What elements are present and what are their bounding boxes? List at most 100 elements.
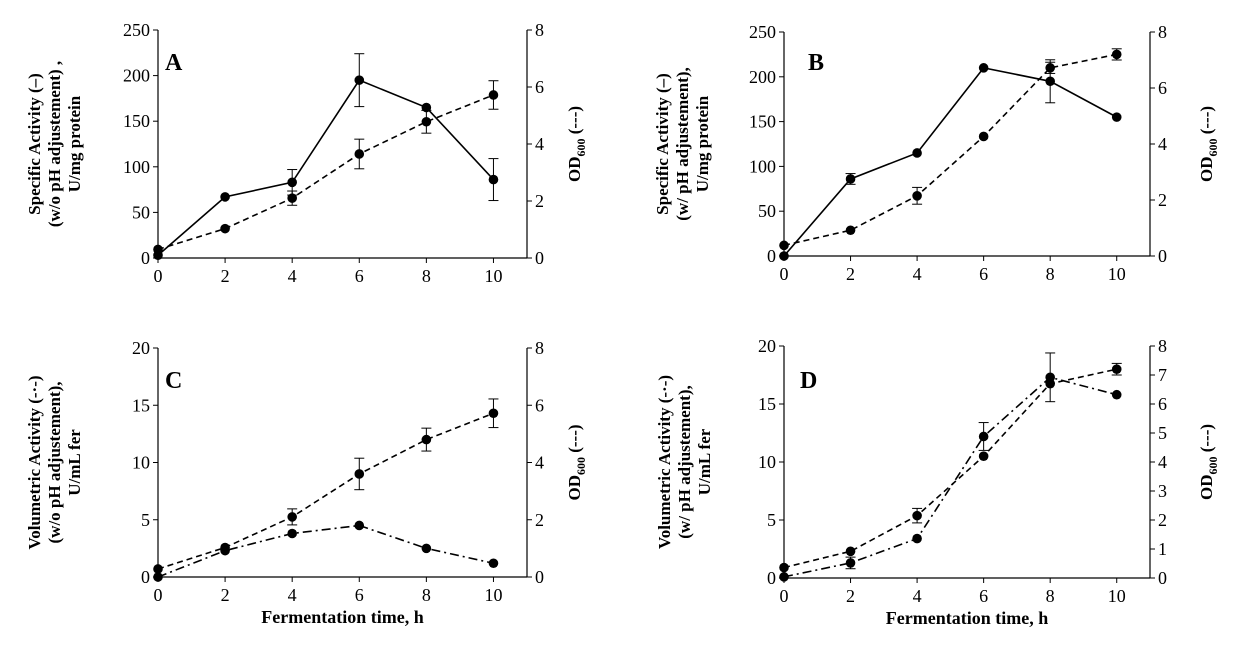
panel-c-y2tick-label: 6: [535, 395, 544, 415]
panel-d-ylabel-line: Volumetric Activity (-·-): [655, 375, 674, 549]
panel-b-y2label-sub: 600: [1206, 139, 1220, 157]
panel-b: 0 50 100 150 200 250 0 2 4 6 8 0 2 4 6 8 10 B Specific Act…: [653, 22, 1220, 284]
panel-b-y2label: OD600 (---): [1197, 106, 1220, 182]
panel-d-series-1-point: [1045, 378, 1055, 389]
panel-c-y2label-main: OD: [565, 475, 584, 501]
panel-a-series-0-point: [287, 177, 297, 188]
panel-b-xtick-label: 0: [780, 264, 789, 284]
panel-b-series-1-point: [978, 131, 989, 142]
panel-b-y2label-suffix: (---): [1197, 106, 1216, 139]
panel-a-ylabel-line: Specific Activity (–): [25, 73, 44, 215]
panel-b-ytick-label: 200: [749, 67, 776, 87]
panel-b-ytick-label: 150: [749, 112, 776, 132]
panel-c-y2tick-label: 8: [535, 338, 544, 358]
panel-b-xtick-label: 10: [1108, 264, 1126, 284]
panel-b-series-0: [779, 59, 1122, 261]
panel-a-y2tick-label: 4: [535, 134, 544, 154]
panel-c: 0 5 10 15 20 0 2 4 6 8 0 2 4 6 8 10 C Volumetric Activity…: [25, 338, 588, 627]
panel-d-ylabel-line: U/mL fer: [695, 428, 714, 495]
panel-d-series-1-point: [978, 451, 989, 462]
panel-d-series-0-point: [845, 558, 856, 568]
panel-d-ytick-label: 10: [758, 452, 776, 472]
panel-d-y2tick-label: 6: [1158, 394, 1167, 414]
panel-c-y2tick-label: 4: [535, 453, 544, 473]
panel-d-xtick-label: 2: [846, 586, 855, 606]
panel-a-xtick-label: 10: [484, 266, 502, 286]
panel-a-ytick-label: 250: [123, 20, 150, 40]
panel-c-series-0-point: [287, 528, 297, 539]
panel-c-y2label-suffix: (---): [565, 424, 584, 457]
panel-d-xtick-label: 6: [979, 586, 988, 606]
panel-b-letter: B: [808, 50, 824, 76]
panel-d-xlabel: Fermentation time, h: [886, 608, 1048, 628]
panel-b-series-0-point: [912, 148, 922, 158]
panel-a-y2label-sub: 600: [574, 139, 588, 157]
panel-c-series-0-point: [354, 520, 365, 531]
panel-c-series-0: [153, 520, 499, 582]
panel-c-xtick-label: 6: [355, 585, 364, 605]
panel-b-series-1-point: [845, 225, 856, 236]
panel-a-ylabel: Specific Activity (–)(w/o pH adjustement…: [25, 61, 84, 227]
panel-b-series-1-point: [912, 191, 922, 201]
panel-c-ylabel-line: U/mL fer: [65, 429, 84, 496]
panel-a-series-1: [153, 80, 499, 255]
panel-b-xtick-label: 6: [979, 264, 988, 284]
panel-c-xtick-label: 0: [154, 585, 163, 605]
panel-b-ytick-label: 250: [749, 22, 776, 42]
panel-b-y2tick-label: 0: [1158, 246, 1167, 266]
panel-c-series-0-point: [153, 572, 163, 582]
panel-a-y2label-main: OD: [565, 157, 584, 183]
panel-b-series-1-point: [1045, 63, 1055, 73]
panel-b-y2label-main: OD: [1197, 157, 1216, 183]
panel-d-ylabel-line: (w/ pH adjustement),: [675, 385, 694, 538]
panel-c-xtick-label: 10: [484, 585, 502, 605]
panel-b-series-0-point: [779, 251, 789, 261]
panel-a-ylabel-line: U/mg protein: [65, 95, 84, 192]
panel-a-y2label-suffix: (---): [565, 106, 584, 139]
panel-a-series-0-point: [488, 174, 499, 185]
panel-d-y2tick-label: 2: [1158, 510, 1167, 530]
panel-d-series-1-point: [845, 546, 856, 557]
panel-a-series-1-point: [354, 149, 365, 159]
panel-d-ytick-label: 15: [758, 394, 776, 414]
panel-d-y2label-suffix: (---): [1197, 424, 1216, 457]
panel-a-series-0-line: [157, 79, 495, 256]
panel-a-ytick-label: 200: [123, 66, 150, 86]
panel-b-xtick-label: 4: [913, 264, 922, 284]
panel-b-y2tick-label: 4: [1158, 134, 1167, 154]
panel-c-ylabel-line: (w/o pH adjustement),: [45, 382, 64, 544]
panel-c-xlabel: Fermentation time, h: [261, 607, 423, 627]
panel-d-ytick-label: 5: [767, 510, 776, 530]
panel-c-y2tick-label: 0: [535, 567, 544, 587]
panel-d-series-1-point: [1111, 364, 1122, 375]
panel-c-y2label-sub: 600: [574, 457, 588, 475]
panel-a-xtick-label: 4: [288, 266, 297, 286]
panel-a-xtick-label: 8: [422, 266, 431, 286]
panel-c-series-0-line: [157, 524, 494, 578]
panel-d-xtick-label: 8: [1046, 586, 1055, 606]
panel-d-series-0-point: [1111, 389, 1122, 400]
panel-a-series-1-point: [220, 223, 230, 234]
panel-b-series-1-point: [1111, 49, 1122, 60]
panel-d-series-0: [779, 352, 1122, 582]
panel-c-letter: C: [165, 368, 182, 394]
panel-c-series-1-point: [421, 434, 432, 445]
panel-a-series-0: [153, 53, 499, 261]
panel-d-y2label-sub: 600: [1206, 457, 1220, 475]
panel-a-ylabel-line: (w/o pH adjustement) ,: [45, 61, 64, 227]
panel-c-ytick-label: 15: [132, 395, 150, 415]
panel-b-ytick-label: 50: [758, 201, 776, 221]
panel-a-series-1-point: [421, 116, 432, 127]
panel-c-xtick-label: 8: [422, 585, 431, 605]
panel-b-y2tick-label: 2: [1158, 190, 1167, 210]
panel-c-y2label: OD600 (---): [565, 424, 588, 500]
panel-b-series-1-point: [779, 240, 789, 251]
panel-d-series-0-point: [912, 533, 922, 544]
panel-b-ylabel-line: U/mg protein: [693, 95, 712, 192]
panel-c-series-1-point: [488, 408, 499, 419]
panel-b-series-0-point: [1045, 76, 1055, 87]
panel-d-series-0-line: [783, 376, 1117, 578]
panel-a-series-1-point: [488, 90, 499, 100]
panel-d-letter: D: [800, 368, 817, 394]
panel-d-series-0-point: [779, 572, 789, 582]
